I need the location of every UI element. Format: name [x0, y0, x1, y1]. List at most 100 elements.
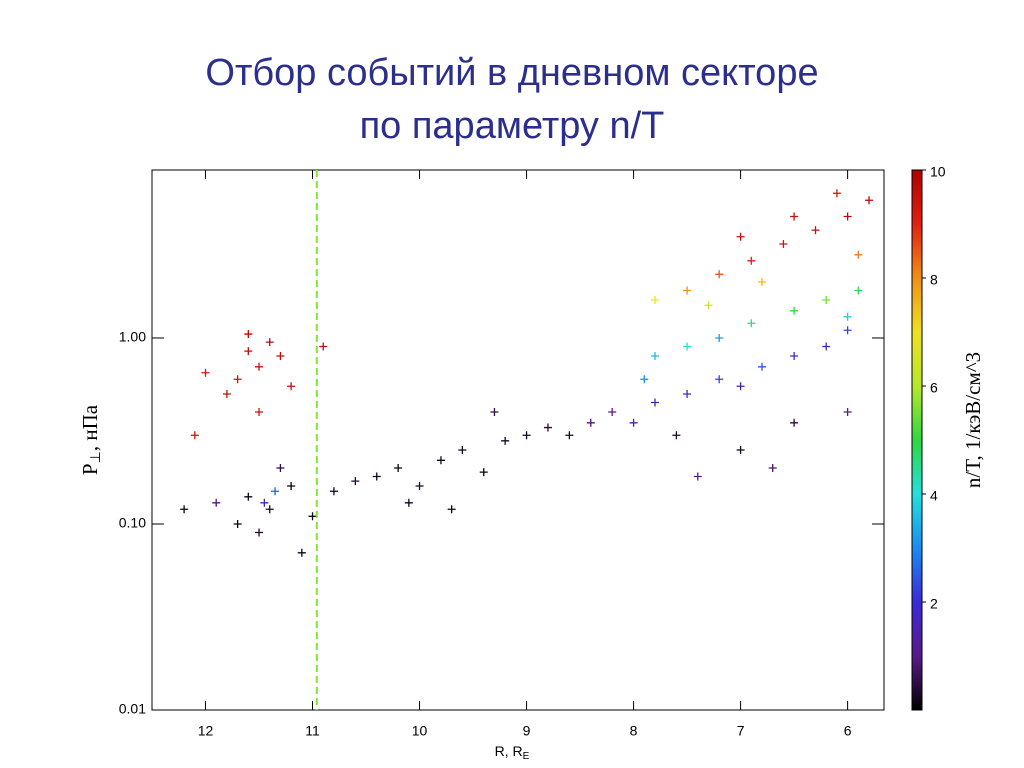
data-point [790, 352, 799, 361]
data-point [265, 338, 274, 347]
data-point [543, 423, 552, 432]
data-point [255, 362, 264, 371]
data-point [843, 312, 852, 321]
data-point [854, 250, 863, 259]
data-point [683, 342, 692, 351]
data-point [715, 375, 724, 384]
data-point [233, 519, 242, 528]
data-point [201, 368, 210, 377]
colorbar [911, 169, 923, 711]
data-point [490, 408, 499, 417]
colorbar-label: n/T, 1/кэВ/см^3 [961, 352, 985, 488]
data-point [650, 296, 659, 305]
data-point [222, 389, 231, 398]
y-tick-label: 1.00 [119, 329, 146, 345]
data-point [715, 270, 724, 279]
x-tick-label: 10 [412, 723, 428, 739]
data-point [586, 418, 595, 427]
data-point [271, 487, 280, 496]
data-point [822, 296, 831, 305]
data-point [608, 408, 617, 417]
x-axis-label: R, RE [495, 743, 530, 762]
data-point [319, 342, 328, 351]
data-point [372, 472, 381, 481]
data-point [522, 431, 531, 440]
data-point [297, 548, 306, 557]
y-axis-label: P⊥, нПа [78, 404, 104, 475]
data-point [255, 528, 264, 537]
data-point [843, 408, 852, 417]
data-point [736, 382, 745, 391]
data-point [843, 212, 852, 221]
data-point [458, 445, 467, 454]
data-point [255, 408, 264, 417]
data-point [779, 240, 788, 249]
data-point [501, 436, 510, 445]
y-tick-label: 0.10 [119, 515, 146, 531]
title-line: по параметру n/T [360, 105, 665, 147]
x-tick-label: 11 [305, 723, 320, 739]
data-point [683, 286, 692, 295]
data-point [683, 389, 692, 398]
data-point [351, 477, 360, 486]
data-point [265, 505, 274, 514]
data-point [672, 431, 681, 440]
data-point [640, 375, 649, 384]
data-point [244, 347, 253, 356]
data-point [854, 286, 863, 295]
x-tick-label: 6 [844, 723, 852, 739]
data-point [479, 468, 488, 477]
data-point [790, 418, 799, 427]
plot-frame [151, 169, 885, 711]
data-point [650, 398, 659, 407]
data-point [180, 505, 189, 514]
data-point [758, 362, 766, 371]
data-point [747, 319, 756, 328]
data-point [704, 301, 713, 310]
data-point [811, 226, 820, 235]
data-point [790, 212, 799, 221]
x-tick-label: 8 [630, 723, 638, 739]
data-point [190, 431, 199, 440]
data-point [329, 487, 338, 496]
data-point [565, 431, 574, 440]
data-point [276, 352, 285, 361]
data-point [308, 512, 317, 521]
data-point [404, 498, 413, 507]
x-tick-label: 12 [198, 723, 214, 739]
data-point [260, 498, 269, 507]
data-point [244, 492, 253, 501]
data-point [736, 445, 745, 454]
data-point [629, 418, 638, 427]
data-point [212, 498, 221, 507]
colorbar-tick-label: 4 [930, 488, 938, 504]
colorbar-tick-label: 10 [930, 164, 946, 180]
x-tick-label: 7 [737, 723, 745, 739]
data-point [436, 456, 445, 465]
data-point [650, 352, 659, 361]
title-line: Отбор событий в дневном секторе [205, 52, 818, 94]
data-point [447, 505, 456, 514]
data-point [747, 256, 756, 265]
data-point [768, 463, 777, 472]
data-point [736, 232, 745, 241]
colorbar-tick-label: 6 [930, 380, 938, 396]
x-tick-label: 9 [523, 723, 531, 739]
y-tick-label: 0.01 [119, 701, 146, 717]
data-point [715, 333, 724, 342]
data-point [244, 330, 253, 339]
colorbar-tick-label: 8 [930, 272, 938, 288]
data-point [287, 382, 296, 391]
data-point [758, 277, 766, 286]
data-point [394, 463, 403, 472]
data-point [233, 375, 242, 384]
data-point [693, 472, 702, 481]
data-point [287, 482, 296, 491]
colorbar-tick-label: 2 [930, 596, 938, 612]
data-point [843, 326, 852, 335]
data-point [832, 189, 841, 198]
data-point [822, 342, 831, 351]
data-point [276, 463, 285, 472]
data-point [790, 306, 799, 315]
